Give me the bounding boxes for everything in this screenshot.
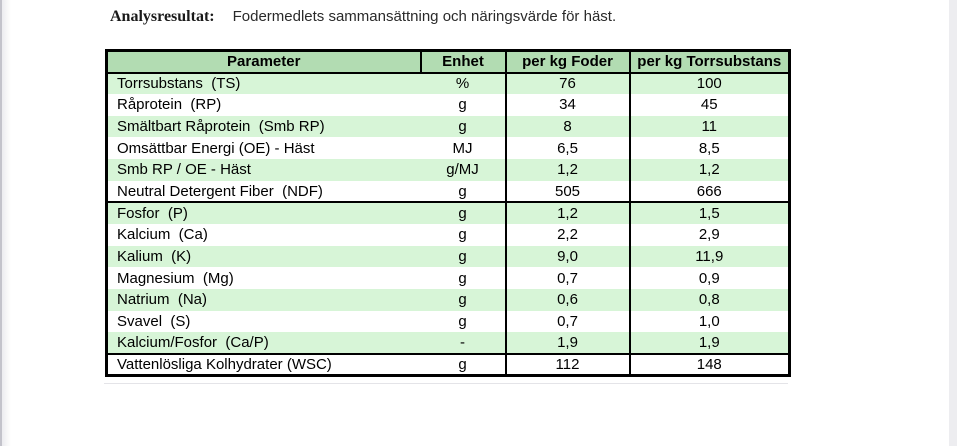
unit-cell: g	[458, 182, 467, 200]
table-row: Smältbart Råprotein (Smb RP) g 8 11	[106, 115, 790, 138]
parameter-cell: Magnesium (Mg)	[117, 269, 234, 287]
unit-cell: g	[458, 312, 467, 330]
per-kg-ts-cell: 666	[628, 180, 790, 203]
unit-cell: g	[458, 96, 467, 114]
per-kg-foder-cell: 76	[504, 72, 630, 95]
per-kg-foder-cell: 505	[504, 180, 630, 203]
title-description: Fodermedlets sammansättning och näringsv…	[232, 8, 617, 25]
table-row: Magnesium (Mg) g 0,7 0,9	[107, 267, 790, 289]
unit-cell: g	[420, 201, 506, 224]
per-kg-foder-cell: 8	[504, 115, 630, 138]
unit-cell: %	[420, 72, 506, 95]
table-row: Råprotein (RP) g 34 45	[107, 94, 790, 116]
per-kg-foder-cell: 2,2	[504, 223, 630, 246]
table-row: Kalium (K) g 9,0 11,9	[106, 245, 790, 268]
per-kg-ts-cell: 100	[628, 72, 790, 95]
parameter-cell: Fosfor (P)	[106, 201, 421, 224]
parameter-cell: Kalcium (Ca)	[117, 226, 208, 244]
header-parameter: Parameter	[105, 49, 422, 74]
per-kg-ts-cell: 0,9	[628, 267, 790, 289]
per-kg-ts-cell: 45	[628, 94, 790, 116]
per-kg-foder-cell: 9,0	[504, 245, 630, 268]
parameter-cell: Smb RP / OE - Häst	[106, 159, 421, 181]
table-row: Fosfor (P) g 1,2 1,5	[106, 201, 790, 224]
viewer-left-shadow	[2, 0, 11, 446]
unit-cell: MJ	[452, 139, 473, 157]
parameter-cell: Omsättbar Energi (OE) - Häst	[117, 139, 315, 157]
parameter-cell: Kalium (K)	[106, 245, 421, 268]
unit-cell: g	[458, 269, 467, 287]
table-body: Torrsubstans (TS) % 76 100 Råprotein (RP…	[106, 72, 790, 376]
per-kg-ts-cell: 11	[628, 115, 790, 138]
unit-cell: g	[420, 352, 506, 376]
unit-cell: g	[458, 226, 467, 244]
per-kg-ts-cell: 2,9	[628, 223, 790, 246]
table-row: Neutral Detergent Fiber (NDF) g 505 666	[107, 180, 790, 203]
page-artifact-line	[104, 383, 788, 384]
per-kg-foder-cell: 6,5	[504, 137, 630, 160]
title-label: Analysresultat:	[110, 8, 215, 25]
per-kg-foder-cell: 1,9	[504, 332, 630, 354]
unit-cell: g	[420, 115, 506, 138]
table-row: Natrium (Na) g 0,6 0,8	[106, 288, 790, 311]
header-enhet: Enhet	[419, 49, 507, 74]
unit-cell: g/MJ	[420, 159, 506, 181]
per-kg-foder-cell: 0,7	[504, 267, 630, 289]
table-row: Kalcium (Ca) g 2,2 2,9	[107, 223, 790, 246]
per-kg-ts-cell: 1,0	[628, 310, 790, 333]
parameter-cell: Neutral Detergent Fiber (NDF)	[117, 182, 323, 200]
table-header: Parameter Enhet per kg Foder per kg Torr…	[105, 49, 791, 74]
per-kg-ts-cell: 1,5	[628, 201, 790, 224]
table-row: Kalcium/Fosfor (Ca/P) - 1,9 1,9	[106, 332, 790, 354]
per-kg-ts-cell: 1,9	[628, 332, 790, 354]
per-kg-ts-cell: 11,9	[628, 245, 790, 268]
parameter-cell: Vattenlösliga Kolhydrater (WSC)	[106, 352, 421, 376]
header-row: Parameter Enhet per kg Foder per kg Torr…	[105, 49, 791, 74]
per-kg-ts-cell: 0,8	[628, 288, 790, 311]
per-kg-ts-cell: 1,2	[628, 159, 790, 181]
table-row: Smb RP / OE - Häst g/MJ 1,2 1,2	[106, 159, 790, 181]
table-row: Vattenlösliga Kolhydrater (WSC) g 112 14…	[106, 352, 790, 376]
per-kg-foder-cell: 34	[504, 94, 630, 116]
parameter-cell: Kalcium/Fosfor (Ca/P)	[106, 332, 421, 354]
per-kg-ts-cell: 8,5	[628, 137, 790, 160]
viewer-left-edge	[0, 0, 2, 446]
per-kg-ts-cell: 148	[628, 352, 790, 376]
document-title-line: Analysresultat: Fodermedlets sammansättn…	[110, 8, 616, 26]
unit-cell: -	[420, 332, 506, 354]
parameter-cell: Smältbart Råprotein (Smb RP)	[106, 115, 421, 138]
per-kg-foder-cell: 0,6	[504, 288, 630, 311]
parameter-cell: Natrium (Na)	[106, 288, 421, 311]
table-row: Omsättbar Energi (OE) - Häst MJ 6,5 8,5	[107, 137, 790, 160]
per-kg-foder-cell: 112	[504, 352, 630, 376]
per-kg-foder-cell: 1,2	[504, 159, 630, 181]
analysis-table: Parameter Enhet per kg Foder per kg Torr…	[105, 49, 791, 377]
viewer-right-scroll-area	[949, 0, 957, 446]
parameter-cell: Svavel (S)	[117, 312, 191, 330]
table-row: Svavel (S) g 0,7 1,0	[107, 310, 790, 333]
parameter-cell: Torrsubstans (TS)	[106, 72, 421, 95]
unit-cell: g	[420, 288, 506, 311]
parameter-cell: Råprotein (RP)	[117, 96, 222, 114]
per-kg-foder-cell: 1,2	[504, 201, 630, 224]
header-per-kg-foder: per kg Foder	[504, 49, 631, 74]
unit-cell: g	[420, 245, 506, 268]
table-row: Torrsubstans (TS) % 76 100	[106, 72, 790, 95]
header-per-kg-torrsubstans: per kg Torrsubstans	[628, 49, 791, 74]
per-kg-foder-cell: 0,7	[504, 310, 630, 333]
